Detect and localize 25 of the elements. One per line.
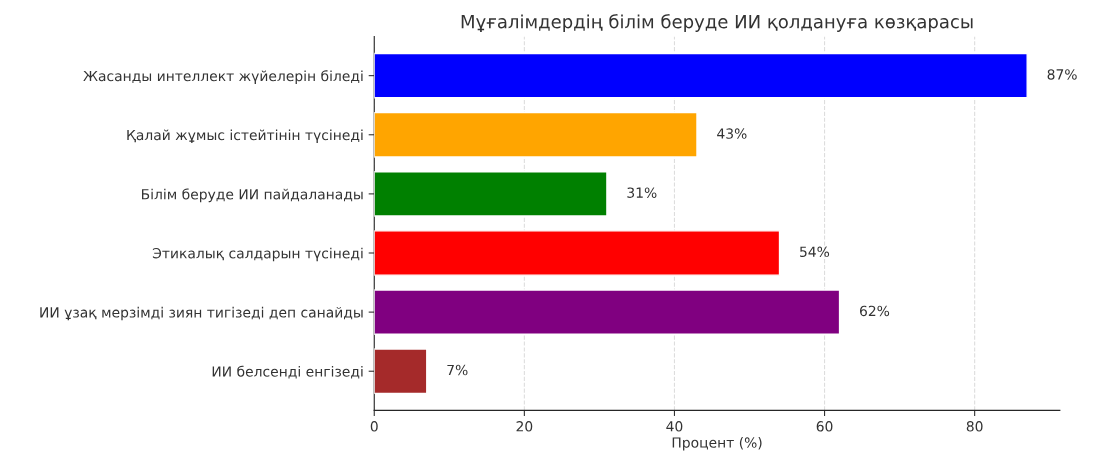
y-tick-label: Этикалық салдарын түсінеді <box>152 247 363 262</box>
bar <box>374 289 841 335</box>
y-tick-label: ИИ ұзақ мерзімді зиян тигізеді деп санайды <box>40 306 363 321</box>
data-label: 62% <box>859 305 890 317</box>
chart-title: Мұғалімдердің білім беруде ИИ қолдануға көзқарасы <box>461 14 973 32</box>
bar <box>374 111 698 158</box>
bar <box>374 52 1028 99</box>
x-axis-title: Процент (%) <box>672 437 762 451</box>
x-tick-label: 60 <box>816 421 833 432</box>
y-tick-label: Білім беруде ИИ пайдаланады <box>142 188 363 203</box>
data-label: 87% <box>1047 69 1077 80</box>
data-label: 54% <box>800 246 830 258</box>
bar <box>374 230 781 276</box>
data-label: 43% <box>717 128 747 139</box>
x-tick-label: 40 <box>666 421 683 432</box>
data-label: 7% <box>447 364 468 376</box>
y-tick-label: Жасанды интеллект жүйелерін біледі <box>83 70 363 84</box>
bar <box>374 171 608 217</box>
data-label: 31% <box>627 187 657 198</box>
bar <box>374 348 428 395</box>
y-tick-label: ИИ белсенді енгізеді <box>212 365 363 379</box>
y-tick-label: Қалай жұмыс істейтінін түсінеді <box>127 129 363 143</box>
x-tick-label: 80 <box>966 421 983 432</box>
x-tick-label: 0 <box>370 421 378 432</box>
x-tick-label: 20 <box>516 421 533 432</box>
